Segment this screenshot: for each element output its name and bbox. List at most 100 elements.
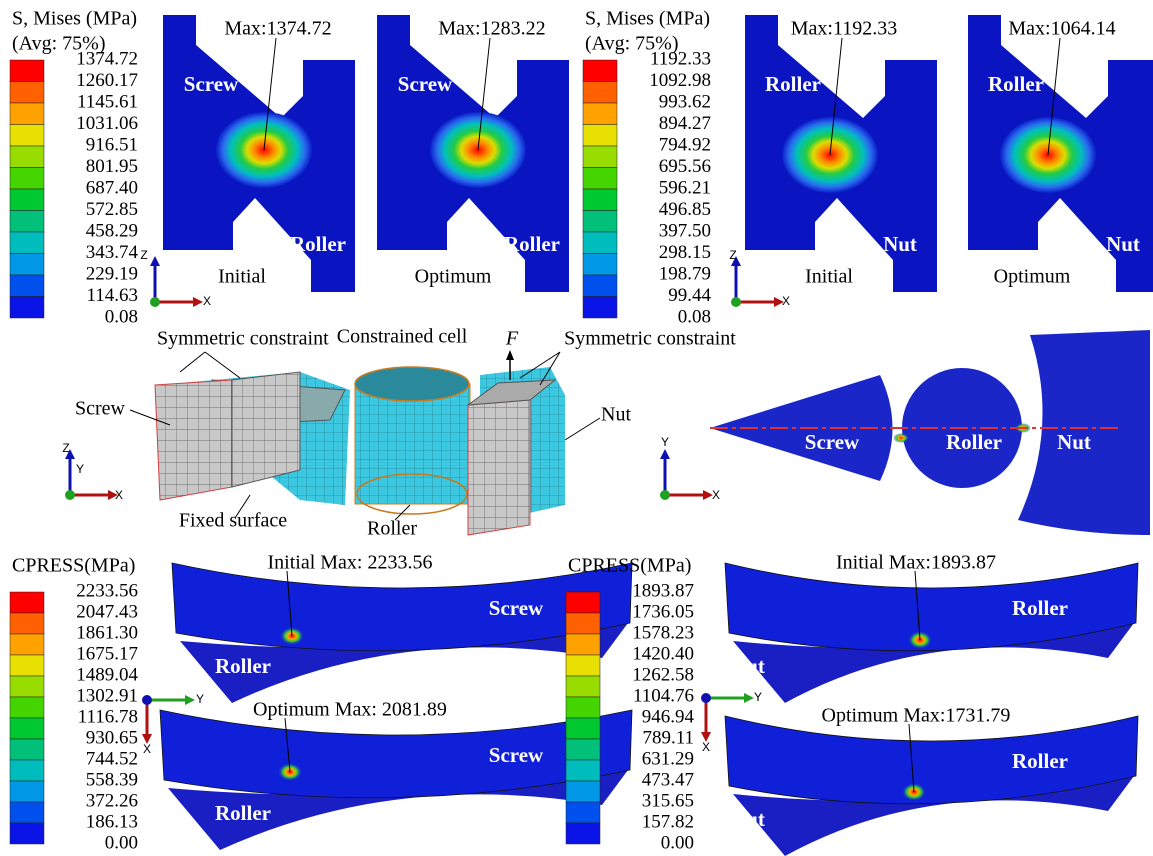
max-label: Max:1283.22	[438, 18, 545, 40]
legend-value: 99.44	[668, 285, 711, 306]
legend-title: S, Mises (MPa)	[12, 8, 137, 30]
legend-band	[10, 592, 44, 613]
axis-label: X	[115, 488, 123, 502]
legend-value: 916.51	[86, 134, 138, 155]
figure: S, Mises (MPa)(Avg: 75%)1374.721260.1711…	[0, 0, 1153, 856]
legend-band	[10, 676, 44, 697]
legend-title: CPRESS(MPa)	[568, 555, 691, 577]
part-label: Nut	[731, 654, 765, 678]
legend-value: 229.19	[86, 263, 138, 284]
legend-value: 157.82	[642, 811, 694, 832]
axis-triad	[150, 256, 203, 307]
legend-value: 1489.04	[76, 664, 138, 685]
part-label: Nut	[1057, 430, 1091, 454]
legend-band	[10, 103, 44, 125]
max-label: Optimum Max:1731.79	[822, 705, 1011, 727]
case-label: Initial	[218, 266, 266, 288]
legend-band	[566, 613, 600, 634]
axis-label: Y	[661, 435, 669, 449]
legend-band	[10, 718, 44, 739]
axis-label: Y	[196, 692, 204, 706]
legend-band	[583, 254, 617, 276]
legend-value: 2047.43	[76, 601, 138, 622]
part-label: Roller	[1012, 596, 1068, 620]
case-label: Optimum	[415, 266, 492, 288]
legend-value: 1420.40	[632, 643, 694, 664]
axis-head	[744, 693, 754, 703]
axis-label: Y	[754, 690, 762, 704]
legend-value: 186.13	[86, 811, 138, 832]
legend-band	[583, 232, 617, 254]
axis-origin	[150, 297, 160, 307]
legend-band	[566, 739, 600, 760]
legend-band	[566, 592, 600, 613]
legend-value: 0.00	[105, 832, 138, 853]
legend-value: 1736.05	[632, 601, 694, 622]
legend-value: 1262.58	[632, 664, 694, 685]
case-label: Optimum	[994, 266, 1071, 288]
legend-value: 2233.56	[76, 580, 138, 601]
legend-band	[10, 781, 44, 802]
legend-band	[10, 655, 44, 676]
legend-value: 0.08	[105, 306, 138, 327]
part-label: Nut	[883, 232, 917, 256]
legend-value: 298.15	[659, 242, 711, 263]
part-label: Screw	[184, 72, 239, 96]
legend-value: 1031.06	[76, 113, 138, 134]
legend-band	[10, 146, 44, 168]
axis-origin	[142, 695, 152, 705]
part-label: Symmetric constraint	[564, 328, 736, 350]
max-label: Initial Max:1893.87	[836, 552, 996, 574]
part-label: Screw	[489, 743, 544, 767]
axis-head	[185, 695, 195, 705]
legend-band	[10, 82, 44, 104]
legend-band	[10, 232, 44, 254]
legend-value: 631.29	[642, 748, 694, 769]
axis-triad	[660, 449, 713, 500]
legend-value: 496.85	[659, 199, 711, 220]
part-label: Nut	[731, 807, 765, 831]
legend-value: 1092.98	[649, 70, 711, 91]
legend-band	[10, 168, 44, 190]
legend-value: 1116.78	[78, 706, 138, 727]
axis-label: Y	[76, 462, 84, 476]
axis-origin	[731, 297, 741, 307]
legend-band	[566, 634, 600, 655]
axis-label: X	[702, 740, 710, 754]
axis-origin	[65, 490, 75, 500]
legend-band	[10, 760, 44, 781]
legend-band	[10, 60, 44, 82]
legend-value: 695.56	[659, 156, 711, 177]
legend-value: 789.11	[642, 727, 694, 748]
legend-value: 572.85	[86, 199, 138, 220]
part-label: Screw	[75, 398, 126, 420]
legend-value: 744.52	[86, 748, 138, 769]
part-label: Nut	[601, 404, 631, 426]
max-label: Optimum Max: 2081.89	[253, 699, 447, 721]
legend-value: 343.74	[86, 242, 139, 263]
legend-band	[583, 82, 617, 104]
legend-band	[566, 676, 600, 697]
legend-value: 1374.72	[76, 48, 138, 69]
legend-band	[566, 655, 600, 676]
part-label: Roller	[504, 232, 560, 256]
part-label: Nut	[1106, 232, 1140, 256]
legend-band	[566, 718, 600, 739]
max-label: Max:1192.33	[791, 18, 897, 40]
legend-value: 1145.61	[77, 91, 138, 112]
legend-value: 1104.76	[633, 685, 694, 706]
legend-band	[10, 613, 44, 634]
axis-label: Z	[62, 441, 69, 455]
legend-band	[566, 823, 600, 844]
axis-head	[150, 256, 160, 266]
legend-band	[10, 739, 44, 760]
legend-value: 596.21	[659, 177, 711, 198]
part-label: Constrained cell	[337, 326, 468, 348]
legend-band	[566, 760, 600, 781]
part-label: Fixed surface	[179, 510, 287, 532]
legend-band	[10, 697, 44, 718]
legend-value: 687.40	[86, 177, 138, 198]
legend-value: 473.47	[642, 769, 694, 790]
part-label: Screw	[398, 72, 453, 96]
legend-band	[10, 211, 44, 233]
